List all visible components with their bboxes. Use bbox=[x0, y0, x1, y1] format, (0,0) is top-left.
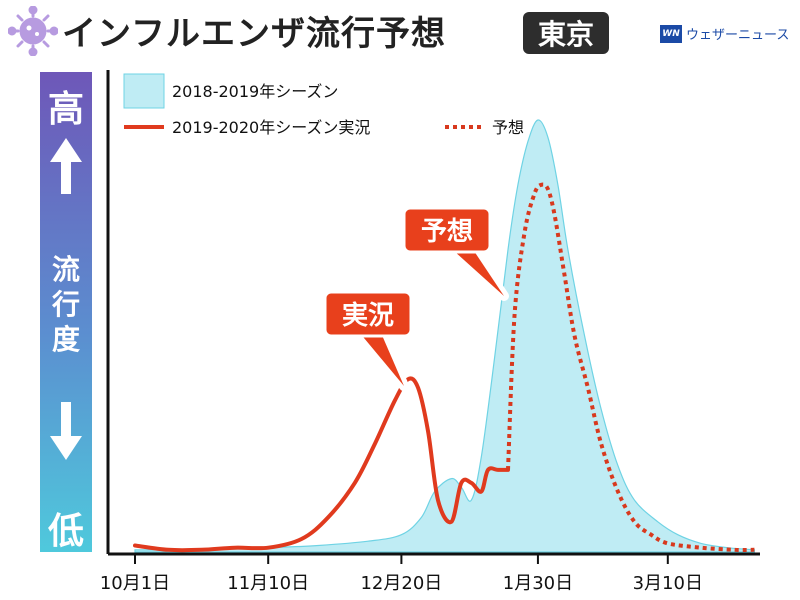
brand: WN ウェザーニュース bbox=[660, 24, 789, 43]
callout-actual-pointer bbox=[354, 326, 404, 386]
legend-label-actual: 2019-2020年シーズン実況 bbox=[172, 118, 370, 137]
plot-area bbox=[133, 119, 755, 553]
x-tick-label: 3月10日 bbox=[633, 573, 703, 594]
x-ticks: 10月1日 11月10日 12月20日 1月30日 3月10日 bbox=[100, 554, 703, 594]
callout-forecast-pointer bbox=[444, 242, 504, 296]
callout-forecast-label: 予想 bbox=[421, 217, 473, 247]
series-previous-area bbox=[134, 119, 755, 553]
virus-icon bbox=[8, 6, 58, 56]
level-low-label: 低 bbox=[47, 511, 84, 552]
series-actual-line bbox=[133, 376, 510, 553]
brand-logo-icon: WN bbox=[660, 24, 682, 43]
callout-forecast-box bbox=[402, 206, 492, 254]
chart: 10月1日 11月10日 12月20日 1月30日 3月10日 2018-2019年シー… bbox=[100, 70, 760, 594]
x-tick-label: 12月20日 bbox=[360, 573, 442, 594]
level-label: 流 行 度 bbox=[51, 253, 80, 356]
axes bbox=[106, 70, 760, 556]
x-tick-label: 1月30日 bbox=[503, 573, 573, 594]
callout-actual-label: 実況 bbox=[342, 300, 394, 331]
chart-title: インフルエンザ流行予想 bbox=[62, 14, 446, 54]
legend: 2018-2019年シーズン 2019-2020年シーズン実況 予想 bbox=[123, 73, 524, 137]
x-tick-label: 11月10日 bbox=[227, 573, 309, 594]
legend-swatch-previous bbox=[123, 73, 165, 109]
arrow-up-icon bbox=[50, 138, 82, 194]
callout-forecast: 予想 bbox=[402, 206, 509, 301]
series-forecast-line bbox=[506, 182, 755, 552]
legend-label-forecast: 予想 bbox=[492, 118, 524, 137]
callout-actual: 実況 bbox=[323, 290, 413, 391]
arrow-down-icon bbox=[50, 402, 82, 460]
x-tick-label: 10月1日 bbox=[100, 573, 170, 594]
legend-label-previous: 2018-2019年シーズン bbox=[172, 82, 338, 101]
region-badge: 東京 bbox=[523, 12, 609, 54]
level-scale-bar: 高 流 行 度 低 bbox=[40, 72, 92, 552]
callout-actual-box bbox=[323, 290, 413, 338]
header: インフルエンザ流行予想 東京 WN ウェザーニュース bbox=[0, 0, 800, 64]
brand-name: ウェザーニュース bbox=[686, 28, 790, 43]
level-high-label: 高 bbox=[47, 89, 84, 130]
